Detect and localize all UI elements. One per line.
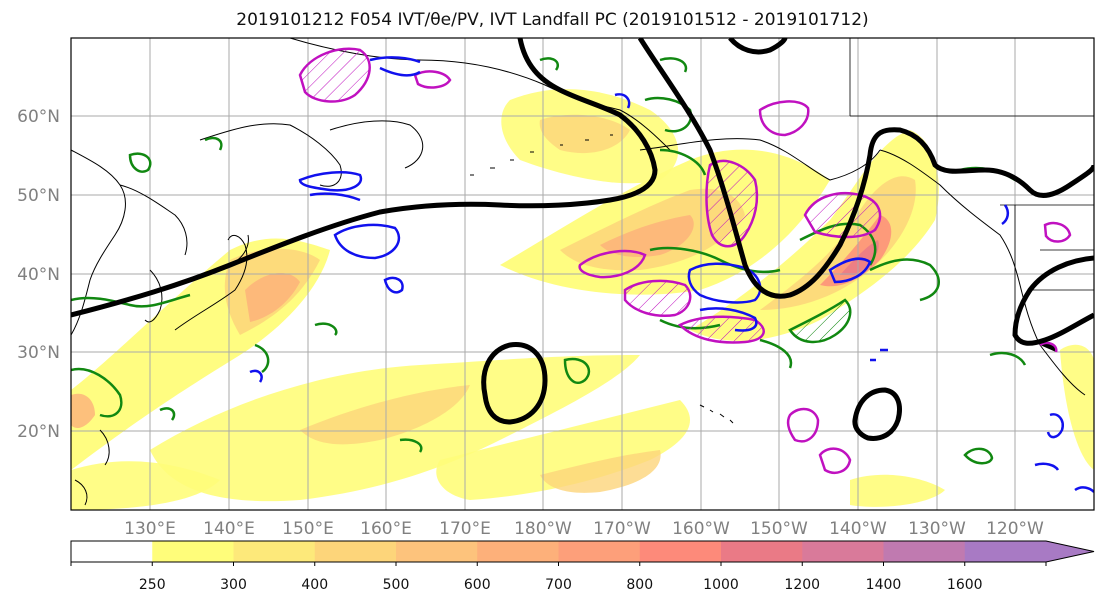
lon-label-150e: 150°E [282, 519, 334, 539]
lon-label-150w: 150°W [750, 519, 808, 539]
colorbar-tick-label: 300 [220, 577, 247, 593]
colorbar-swatch [721, 541, 803, 562]
map-frame [70, 37, 1095, 511]
colorbar-swatch [558, 541, 641, 562]
lon-label-160e: 160°E [360, 519, 412, 539]
lat-label-60: 60°N [17, 107, 60, 127]
lon-label-170w: 170°W [593, 519, 651, 539]
lon-label-140w: 140°W [829, 519, 887, 539]
colorbar-tick-label: 250 [139, 577, 166, 593]
colorbar-swatch [477, 541, 559, 562]
colorbar-tick-label: 800 [626, 577, 653, 593]
longitude-labels: 130°E 140°E 150°E 160°E 170°E 180°W 170°… [124, 519, 1044, 539]
colorbar-tick-label: 700 [545, 577, 572, 593]
colorbar-swatch [233, 541, 316, 562]
colorbar-tick-label: 400 [301, 577, 328, 593]
colorbar-swatch [314, 541, 397, 562]
lon-label-180w: 180°W [514, 519, 572, 539]
colorbar-tick-label: 1200 [784, 577, 820, 593]
lon-label-130w: 130°W [908, 519, 966, 539]
colorbar-tick-label: 600 [464, 577, 491, 593]
latitude-labels: 60°N 50°N 40°N 30°N 20°N [17, 107, 60, 442]
pv-negative-contours [249, 56, 1094, 493]
colorbar-swatch [883, 541, 966, 562]
colorbar-tick-label: 500 [383, 577, 410, 593]
colorbar-swatch [964, 541, 1094, 562]
colorbar-outline [70, 540, 1095, 563]
map-panel [71, 38, 1094, 510]
ivt-pc-contours [71, 38, 1094, 441]
colorbar: 250 300 400 500 600 700 800 1000 1200 1400 1600 [70, 540, 1095, 593]
lat-label-50: 50°N [17, 186, 60, 206]
lat-label-20: 20°N [17, 422, 60, 442]
colorbar-swatch [802, 541, 884, 562]
colorbar-swatch [396, 541, 478, 562]
lon-label-130e: 130°E [124, 519, 176, 539]
lon-label-140e: 140°E [203, 519, 255, 539]
colorbar-swatches [71, 541, 1094, 562]
colorbar-swatch [71, 541, 153, 562]
lat-label-40: 40°N [17, 265, 60, 285]
colorbar-tick-label: 1600 [947, 577, 983, 593]
lat-label-30: 30°N [17, 343, 60, 363]
lon-label-160w: 160°W [672, 519, 730, 539]
map-title: 2019101212 F054 IVT/θe/PV, IVT Landfall … [236, 10, 869, 30]
colorbar-swatch [152, 541, 234, 562]
colorbar-tick-labels: 250 300 400 500 600 700 800 1000 1200 1400 1600 [139, 577, 983, 593]
colorbar-swatch [639, 541, 722, 562]
theta-e-hatched-region [788, 298, 852, 344]
colorbar-tick-label: 1400 [866, 577, 902, 593]
lon-label-120w: 120°W [986, 519, 1044, 539]
colorbar-tick-label: 1000 [703, 577, 739, 593]
coastlines [71, 38, 1094, 506]
lon-label-170e: 170°E [439, 519, 491, 539]
colorbar-ticks [70, 562, 1047, 566]
